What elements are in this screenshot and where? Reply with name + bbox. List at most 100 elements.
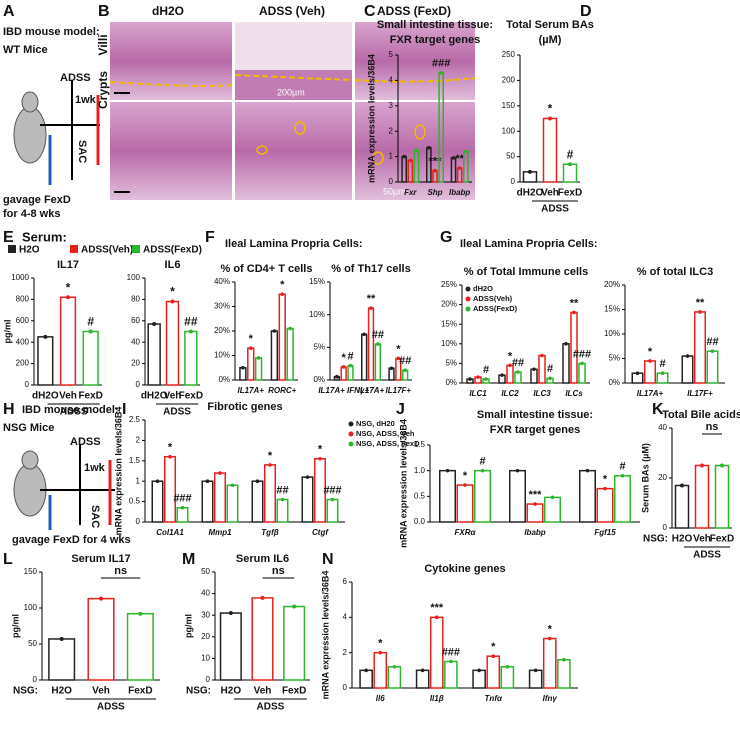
legend-swatch xyxy=(348,431,354,437)
text: SAC xyxy=(76,140,88,163)
x-tick-label: ILCs xyxy=(565,389,583,398)
significance: ** xyxy=(367,293,376,305)
significance: * xyxy=(491,641,496,653)
group-label: ADSS xyxy=(60,407,88,418)
legend-swatch xyxy=(348,441,354,447)
y-tick-label: 5% xyxy=(445,359,457,368)
dot xyxy=(256,356,261,360)
x-tick-label: Il1β xyxy=(430,694,444,703)
legend-swatch xyxy=(465,306,471,312)
y-tick-label: 4 xyxy=(389,76,394,85)
x-prefix: NSG: xyxy=(13,686,38,697)
text: SAC xyxy=(89,505,101,528)
panel-letter: N xyxy=(322,551,334,568)
x-tick-label: FexD xyxy=(179,391,203,402)
dot xyxy=(685,354,690,358)
chart-title: Cytokine genes xyxy=(424,563,505,575)
column-label: ADSS (FexD) xyxy=(377,4,451,18)
dot xyxy=(228,611,233,616)
bar xyxy=(444,660,458,689)
y-axis-label: Serum BAs (µM) xyxy=(640,443,650,513)
x-tick-label: H2O xyxy=(51,686,72,697)
x-tick-label: Ibabp xyxy=(524,528,545,537)
dot xyxy=(230,483,235,488)
y-tick-label: 2.5 xyxy=(129,415,141,424)
x-tick-label: dH2O xyxy=(32,391,59,402)
crypt-line xyxy=(109,74,476,87)
significance: ** xyxy=(696,297,705,309)
column-label: dH2O xyxy=(152,4,184,18)
significance: ## xyxy=(399,355,411,367)
y-axis-label: mRNA expression levels/36B4 xyxy=(398,419,408,548)
bar xyxy=(37,336,54,386)
dot xyxy=(280,497,285,502)
annotation: ns xyxy=(114,565,127,577)
y-tick-label: 0 xyxy=(206,675,211,684)
bar xyxy=(714,464,730,529)
dot xyxy=(392,665,397,669)
legend-swatch xyxy=(132,245,140,253)
bar xyxy=(286,327,294,381)
bar xyxy=(387,666,402,689)
x-tick-label: Fxr xyxy=(404,188,417,197)
significance: # xyxy=(479,456,485,468)
y-axis-label: mRNA expression levels/36B4 xyxy=(113,407,123,536)
bar xyxy=(644,360,656,384)
dot xyxy=(700,463,704,468)
significance: # xyxy=(659,358,665,370)
panel-letter: C xyxy=(364,3,376,20)
x-tick-label: Tnfα xyxy=(485,694,503,703)
row-label: Villi xyxy=(96,34,110,55)
y-tick-label: 40% xyxy=(214,277,230,286)
dot xyxy=(43,334,48,339)
dot xyxy=(378,650,383,655)
y-tick-label: 10 xyxy=(201,654,210,663)
dot xyxy=(280,292,285,297)
dot xyxy=(580,361,584,366)
significance: *** xyxy=(529,489,543,501)
significance: * xyxy=(508,350,513,362)
x-tick-label: dH2O xyxy=(141,391,168,402)
bar xyxy=(278,293,286,381)
bar xyxy=(251,480,264,523)
panel-letter: L xyxy=(3,551,13,568)
chart-title: IL17 xyxy=(57,259,79,271)
y-tick-label: 0 xyxy=(136,380,141,389)
significance: # xyxy=(547,363,553,375)
dot xyxy=(376,342,380,346)
dot xyxy=(362,332,366,337)
dot xyxy=(710,349,715,353)
x-tick-label: H2O xyxy=(672,534,693,545)
dot xyxy=(59,636,64,641)
legend: H2O ADSS(Veh) ADSS(FexD) xyxy=(8,245,202,256)
bar xyxy=(184,330,198,386)
y-tick-label: 2 xyxy=(136,436,141,445)
dot xyxy=(403,368,407,373)
dot xyxy=(369,306,373,310)
panel-title: Ileal Lamina Propria Cells: xyxy=(225,238,363,250)
significance: # xyxy=(87,315,94,329)
dot xyxy=(516,370,520,374)
y-tick-label: 150 xyxy=(502,101,516,110)
dot xyxy=(420,668,425,673)
x-tick-label: FexD xyxy=(128,686,152,697)
dot xyxy=(464,149,468,154)
significance: ### xyxy=(573,348,591,360)
x-tick-label: IL17A+ xyxy=(637,389,664,398)
group-label: ADSS xyxy=(693,550,721,561)
significance: ## xyxy=(184,315,198,329)
legend-label: ADSS(FexD) xyxy=(473,304,518,313)
significance: # xyxy=(619,461,625,473)
bar xyxy=(579,469,596,523)
x-tick-label: Veh xyxy=(541,188,559,199)
x-tick-label: ILC1 xyxy=(469,389,487,398)
bar xyxy=(359,669,373,689)
significance: * xyxy=(168,442,173,454)
mouse-head xyxy=(21,450,39,470)
bar xyxy=(557,658,571,689)
dot xyxy=(468,377,472,381)
y-tick-label: 40 xyxy=(658,423,667,432)
panel-letter: E xyxy=(3,229,14,246)
scale-label: 50µm xyxy=(383,186,406,196)
x-tick-label: Veh xyxy=(59,391,77,402)
